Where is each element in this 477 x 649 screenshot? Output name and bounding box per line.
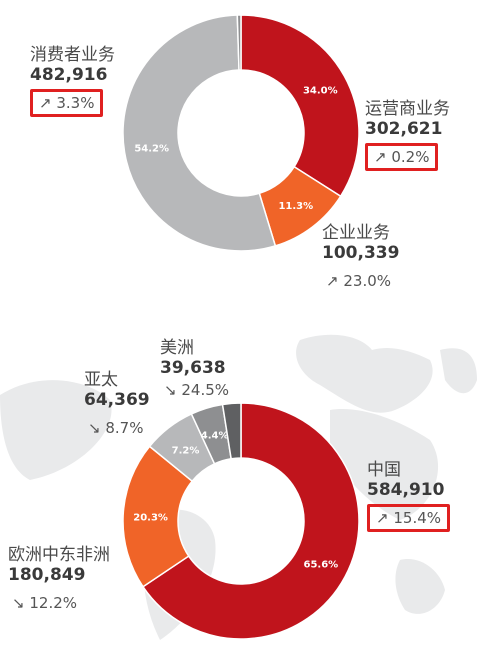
consumer-value: 482,916 — [30, 65, 108, 85]
china-name: 中国 — [367, 460, 401, 480]
region-data-label: 7.2% — [172, 445, 200, 456]
segment-data-label: 34.0% — [303, 85, 338, 96]
apac-change: ↘ 8.7% — [88, 419, 144, 437]
arrow-up-icon: ↗ — [39, 94, 52, 112]
apac-value: 64,369 — [84, 390, 150, 410]
enterprise-change: ↗ 23.0% — [326, 272, 392, 290]
arrow-up-icon: ↗ — [376, 509, 389, 527]
consumer-change-badge: ↗ 3.3% — [30, 89, 104, 117]
carrier-change: 0.2% — [391, 148, 430, 166]
watermark: 鹏羽@DoNews — [391, 631, 469, 644]
china-value: 584,910 — [367, 480, 445, 500]
segment-data-label: 11.3% — [278, 201, 313, 212]
region-slice-中国 — [141, 402, 360, 640]
arrow-down-icon: ↘ — [88, 419, 101, 437]
map-landmass — [395, 559, 445, 614]
label-emea: 欧洲中东非洲 180,849 ↘ 12.2% — [8, 545, 110, 613]
region-donut: 65.6% 20.3% 7.2%4.4% — [122, 402, 360, 640]
region-slice-other — [221, 402, 242, 460]
map-landmass — [296, 334, 433, 413]
region-data-label: 4.4% — [201, 430, 229, 441]
china-change: 15.4% — [393, 509, 442, 527]
arrow-down-icon: ↘ — [12, 594, 25, 612]
consumer-change: 3.3% — [56, 94, 95, 112]
map-landmass — [0, 380, 112, 480]
emea-value: 180,849 — [8, 565, 86, 585]
label-enterprise: 企业业务 100,339 ↗ 23.0% — [322, 223, 399, 291]
segment-slice-运营商业务 — [240, 14, 360, 198]
label-consumer: 消费者业务 482,916 ↗ 3.3% — [30, 45, 115, 117]
arrow-up-icon: ↗ — [326, 272, 339, 290]
segment-slice-消费者业务 — [122, 14, 277, 252]
label-china: 中国 584,910 ↗ 15.4% — [367, 460, 451, 532]
china-change-badge: ↗ 15.4% — [367, 504, 451, 532]
apac-name: 亚太 — [84, 370, 118, 390]
carrier-name: 运营商业务 — [365, 99, 450, 119]
carrier-value: 302,621 — [365, 119, 443, 139]
americas-name: 美洲 — [160, 338, 194, 358]
label-apac: 亚太 64,369 ↘ 8.7% — [84, 370, 150, 438]
label-americas: 美洲 39,638 ↘ 24.5% — [160, 338, 233, 400]
segment-slice-other — [236, 14, 242, 71]
segment-data-label: 54.2% — [134, 144, 169, 155]
region-data-label: 65.6% — [303, 560, 338, 571]
enterprise-name: 企业业务 — [322, 223, 390, 243]
carrier-change-badge: ↗ 0.2% — [365, 143, 439, 171]
consumer-name: 消费者业务 — [30, 45, 115, 65]
emea-name: 欧洲中东非洲 — [8, 545, 110, 565]
enterprise-value: 100,339 — [322, 243, 400, 263]
region-data-label: 20.3% — [133, 513, 168, 524]
map-landmass — [330, 409, 439, 520]
americas-change: ↘ 24.5% — [164, 381, 230, 399]
emea-change: ↘ 12.2% — [12, 594, 78, 612]
americas-value: 39,638 — [160, 358, 226, 378]
arrow-down-icon: ↘ — [164, 381, 177, 399]
arrow-up-icon: ↗ — [374, 148, 387, 166]
map-landmass — [440, 348, 477, 394]
label-carrier: 运营商业务 302,621 ↗ 0.2% — [365, 99, 450, 171]
business-segment-donut: 34.0% 11.3% 54.2% — [122, 14, 360, 252]
